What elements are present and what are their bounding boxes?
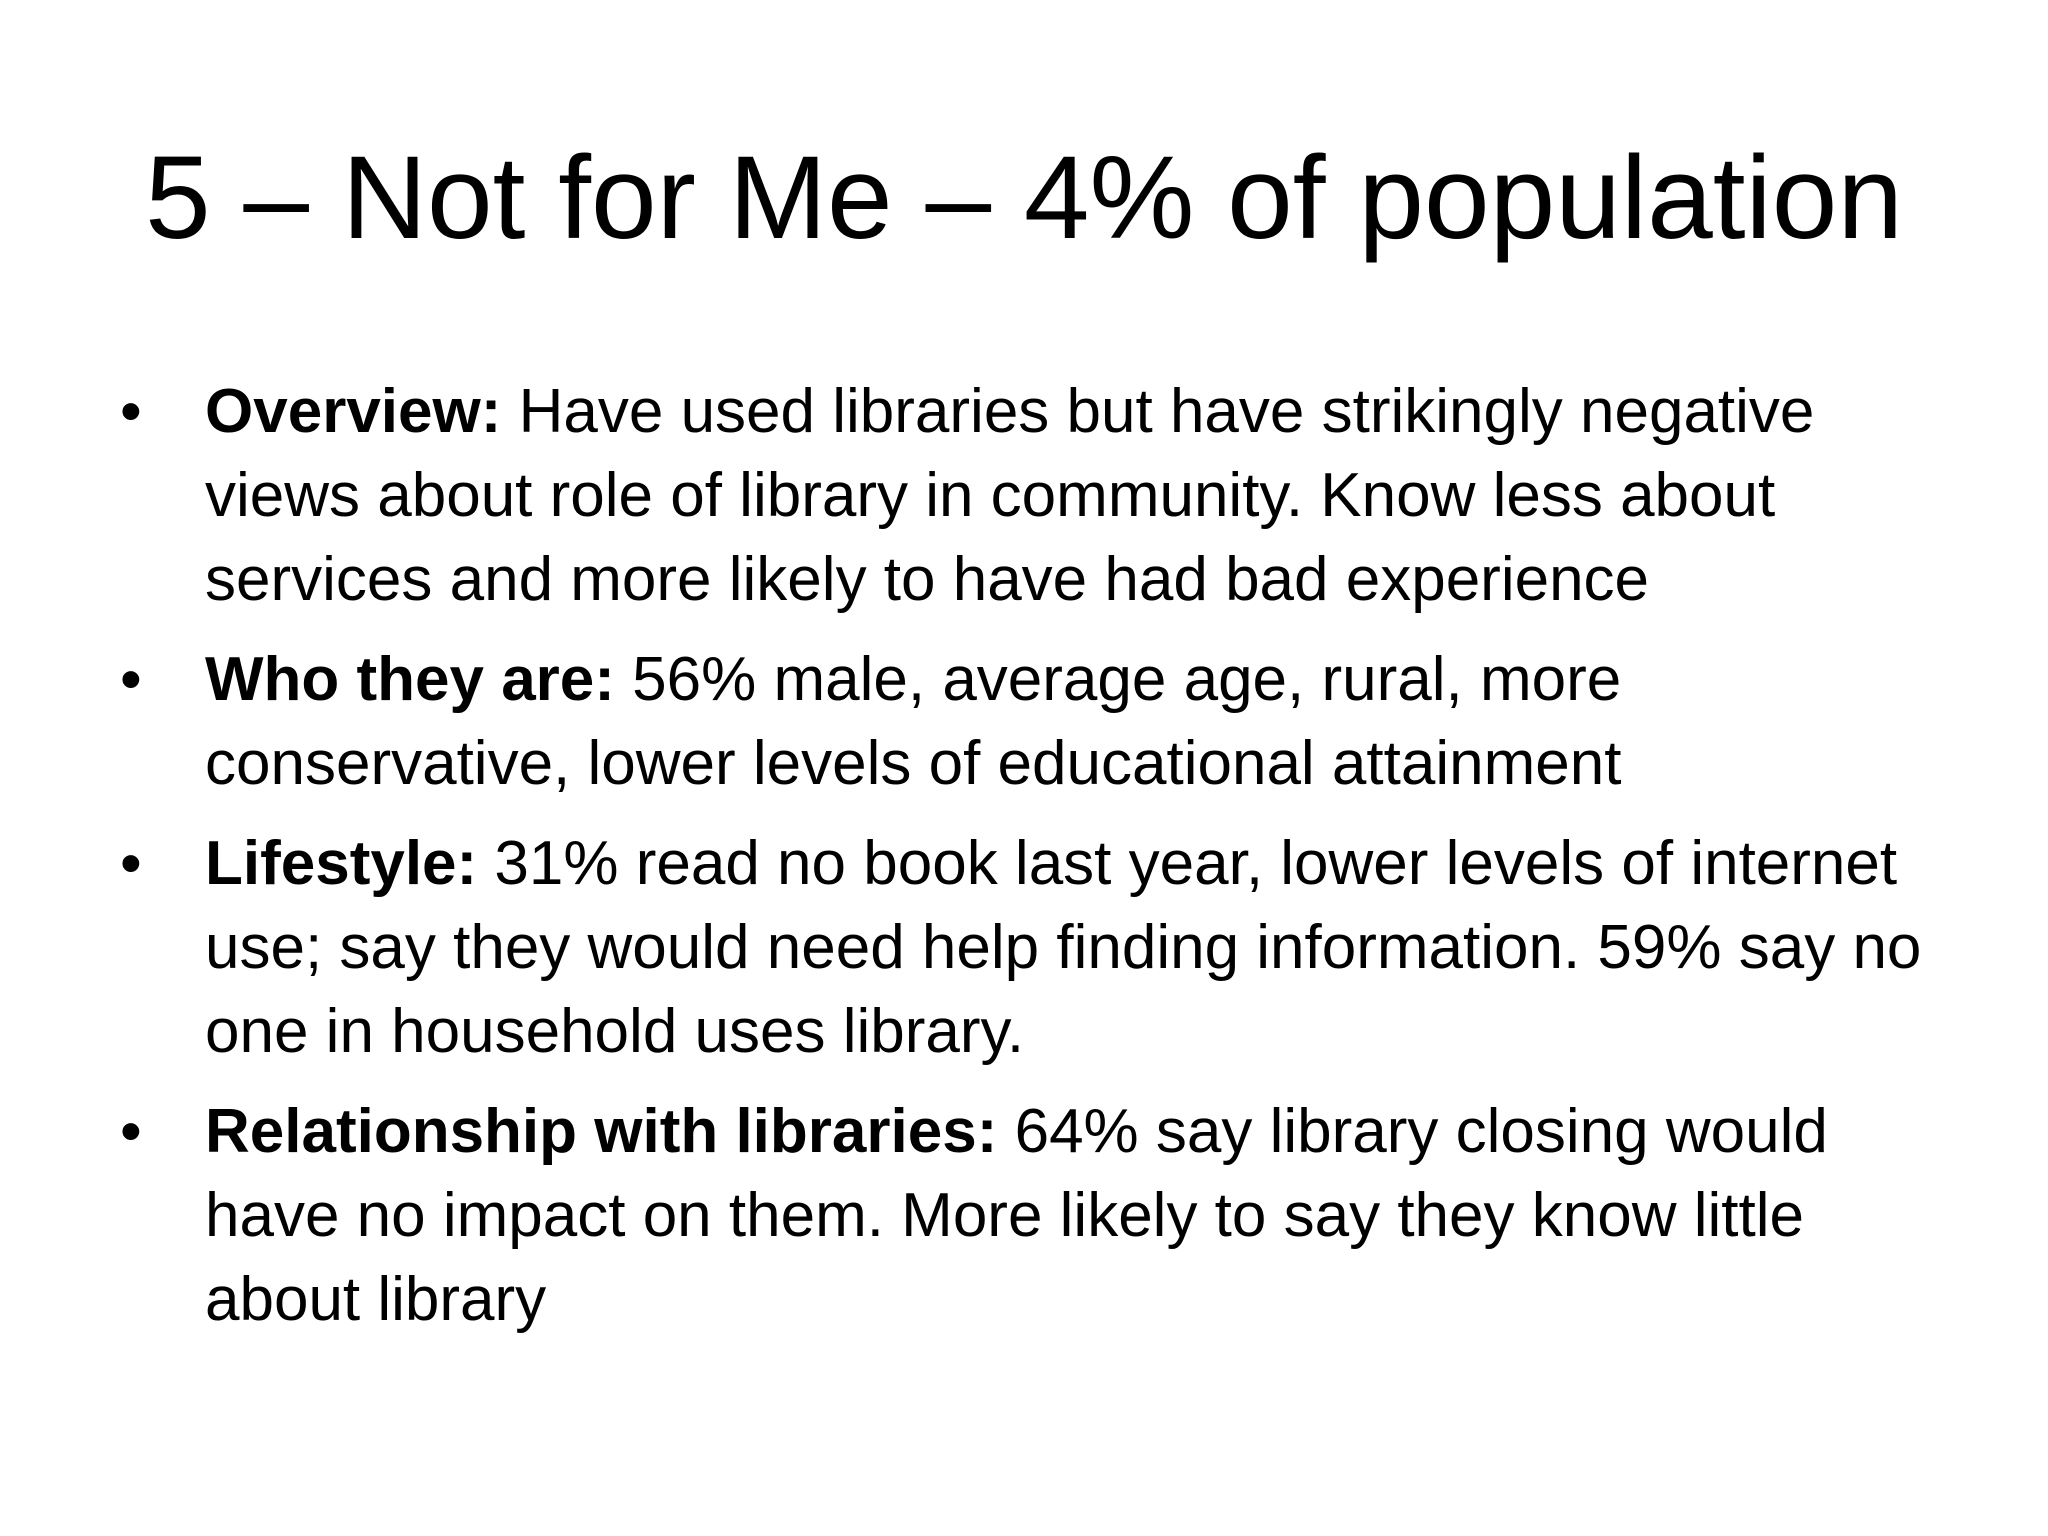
slide-title: 5 – Not for Me – 4% of population <box>145 132 1903 264</box>
bullet-icon: • <box>120 377 142 446</box>
bullet-label: Overview: <box>205 377 502 446</box>
bullet-text: 64% say library closing would have no im… <box>205 1097 1828 1334</box>
bullet-label: Lifestyle: <box>205 829 478 898</box>
bullet-label: Relationship with libraries: <box>205 1097 998 1166</box>
bullet-text: 56% male, average age, rural, more conse… <box>205 645 1622 798</box>
bullet-relationship: • Relationship with libraries: 64% say l… <box>120 1090 1960 1342</box>
bullet-icon: • <box>120 645 142 714</box>
bullet-overview: • Overview: Have used libraries but have… <box>120 370 1960 622</box>
bullet-icon: • <box>120 829 142 898</box>
bullet-text: 31% read no book last year, lower levels… <box>205 829 1922 1066</box>
bullet-lifestyle: • Lifestyle: 31% read no book last year,… <box>120 822 1960 1074</box>
bullet-list: • Overview: Have used libraries but have… <box>120 370 1960 1358</box>
bullet-label: Who they are: <box>205 645 615 714</box>
bullet-icon: • <box>120 1097 142 1166</box>
bullet-text: Have used libraries but have strikingly … <box>205 377 1815 614</box>
bullet-who-they-are: • Who they are: 56% male, average age, r… <box>120 638 1960 806</box>
